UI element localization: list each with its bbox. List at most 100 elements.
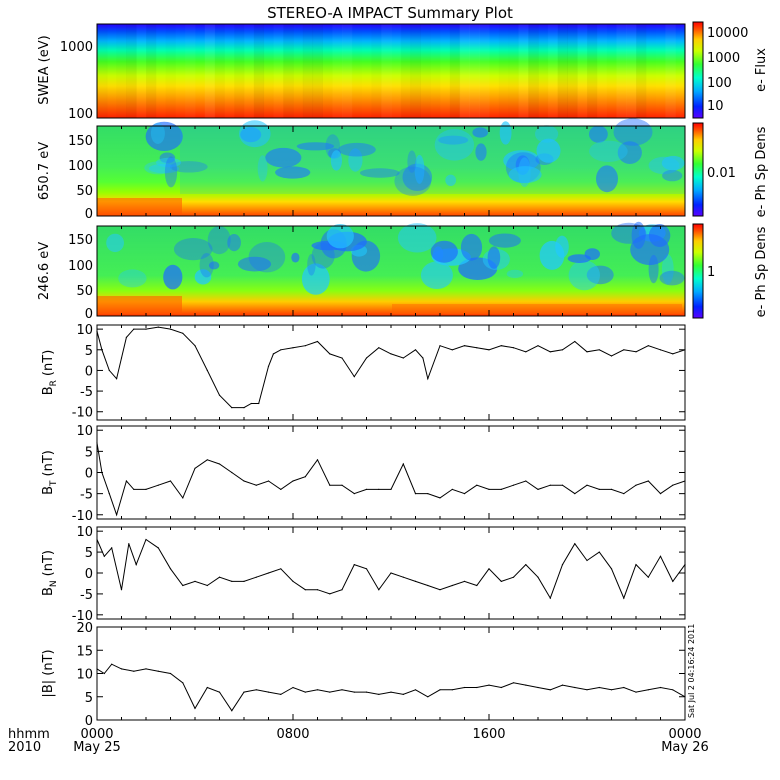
- hhmm-label: hhmm: [8, 727, 50, 742]
- bn-data-point: [684, 564, 686, 566]
- bt-data-point: [488, 488, 490, 490]
- bt-data-point: [659, 493, 662, 495]
- bn-data-point: [512, 576, 515, 578]
- pad-246-ytick-50: 50: [76, 284, 93, 299]
- pad-650-texture: [97, 118, 685, 214]
- spectrogram-blob: [438, 135, 469, 145]
- spectrogram-blob: [330, 150, 342, 171]
- pad-246-ytick-0: 0: [85, 307, 93, 322]
- b-mag-data-point: [488, 684, 490, 686]
- spectrogram-blob: [265, 147, 302, 168]
- spectrogram-blob: [326, 224, 354, 249]
- swea-texture-stripe: [302, 24, 314, 118]
- bn-data-point: [402, 576, 404, 578]
- spectrogram-blob: [661, 155, 685, 171]
- swea-texture-stripe: [607, 24, 617, 118]
- b-mag-data-point: [549, 689, 551, 691]
- pad-246-cb-tick: 1: [707, 265, 715, 280]
- spectrogram-blob: [296, 142, 335, 151]
- br-data-point: [402, 357, 404, 359]
- b-mag-data-point: [402, 693, 404, 696]
- spectrogram-blob: [159, 152, 176, 164]
- pad-650-panel: 150 100 50 0 650.7 eV 0.01 e- Ph Sp Dens: [37, 118, 769, 222]
- b-mag-data-point: [463, 686, 466, 689]
- bn-data-point: [341, 589, 343, 591]
- swea-texture-stripe: [557, 24, 568, 118]
- bt-ytick-label: -10: [72, 509, 93, 524]
- pad-650-ytick-100: 100: [68, 159, 93, 174]
- bn-ytick-label: 0: [85, 567, 93, 582]
- spectrogram-blob: [237, 256, 272, 272]
- swea-texture-stripe: [97, 24, 107, 118]
- bn-data-point: [623, 597, 625, 599]
- bt-data-point: [525, 480, 527, 482]
- br-data-point: [537, 345, 539, 347]
- spectrogram-blob: [275, 166, 311, 179]
- swea-texture-stripe: [548, 24, 558, 118]
- bn-data-point: [598, 551, 600, 553]
- swea-texture-stripe: [636, 24, 647, 118]
- bt-data-point: [267, 480, 270, 482]
- bn-data-point: [378, 589, 380, 591]
- bn-data-point: [135, 564, 137, 566]
- swea-colorbar: [692, 21, 704, 119]
- swea-texture-stripe: [185, 24, 195, 118]
- br-data-point: [341, 357, 343, 359]
- swea-texture-stripe: [175, 24, 185, 118]
- bn-data-point: [96, 538, 98, 541]
- b-mag-data-point: [635, 691, 637, 693]
- bn-data-point: [414, 580, 417, 583]
- b-mag-ytick-label: 15: [76, 644, 93, 659]
- spectrogram-blob: [586, 265, 614, 285]
- spectrogram-blob: [208, 261, 220, 270]
- spectrogram-blob: [596, 165, 618, 193]
- b-mag-data-point: [353, 691, 355, 693]
- date-end: May 26: [661, 740, 709, 755]
- br-series-line: [96, 326, 686, 409]
- swea-texture-stripe: [244, 24, 254, 118]
- bn-data-point: [537, 576, 539, 578]
- spectrogram-blob: [145, 121, 183, 151]
- swea-texture-stripe: [440, 24, 450, 118]
- pad-650-ytick-50: 50: [76, 184, 93, 199]
- bn-data-point: [182, 584, 184, 587]
- spectrogram-blob: [611, 222, 647, 244]
- swea-texture-stripe: [371, 24, 381, 118]
- br-data-point: [292, 347, 294, 349]
- br-data-point: [272, 353, 274, 355]
- spectrogram-blob: [458, 257, 498, 281]
- pad-650-ytick-0: 0: [85, 207, 93, 222]
- br-data-point: [101, 349, 103, 351]
- bn-data-point: [647, 576, 649, 578]
- bt-data-point: [500, 488, 502, 490]
- bn-data-point: [128, 543, 130, 545]
- bt-data-point: [439, 497, 441, 499]
- spectrogram-blob: [144, 161, 173, 175]
- bn-series-line: [96, 538, 686, 600]
- bn-data-point: [304, 589, 306, 591]
- br-data-point: [169, 328, 172, 330]
- swea-texture: [97, 24, 676, 118]
- bt-data-point: [255, 484, 257, 486]
- swea-texture-stripe: [597, 24, 607, 118]
- b-mag-data-point: [243, 691, 245, 693]
- swea-texture-stripe: [587, 24, 598, 118]
- bn-data-point: [549, 597, 551, 599]
- br-ytick-label: 5: [85, 344, 93, 359]
- swea-cb-tick-1000: 1000: [707, 51, 740, 66]
- pad-650-spectrogram: [97, 126, 685, 216]
- pad-246-ytick-150: 150: [68, 233, 93, 248]
- bt-ytick-label: 0: [85, 467, 93, 482]
- bt-data-point: [561, 484, 564, 486]
- b-mag-frame: [96, 626, 686, 721]
- swea-texture-stripe: [352, 24, 362, 118]
- br-data-point: [488, 349, 490, 351]
- br-data-point: [610, 355, 613, 357]
- br-data-point: [182, 332, 184, 334]
- bt-data-point: [353, 493, 355, 495]
- bn-data-point: [525, 564, 527, 566]
- pad-650-ytick-150: 150: [68, 134, 93, 149]
- bn-data-point: [659, 555, 662, 557]
- b-mag-data-point: [292, 686, 294, 689]
- swea-texture-stripe: [665, 24, 676, 118]
